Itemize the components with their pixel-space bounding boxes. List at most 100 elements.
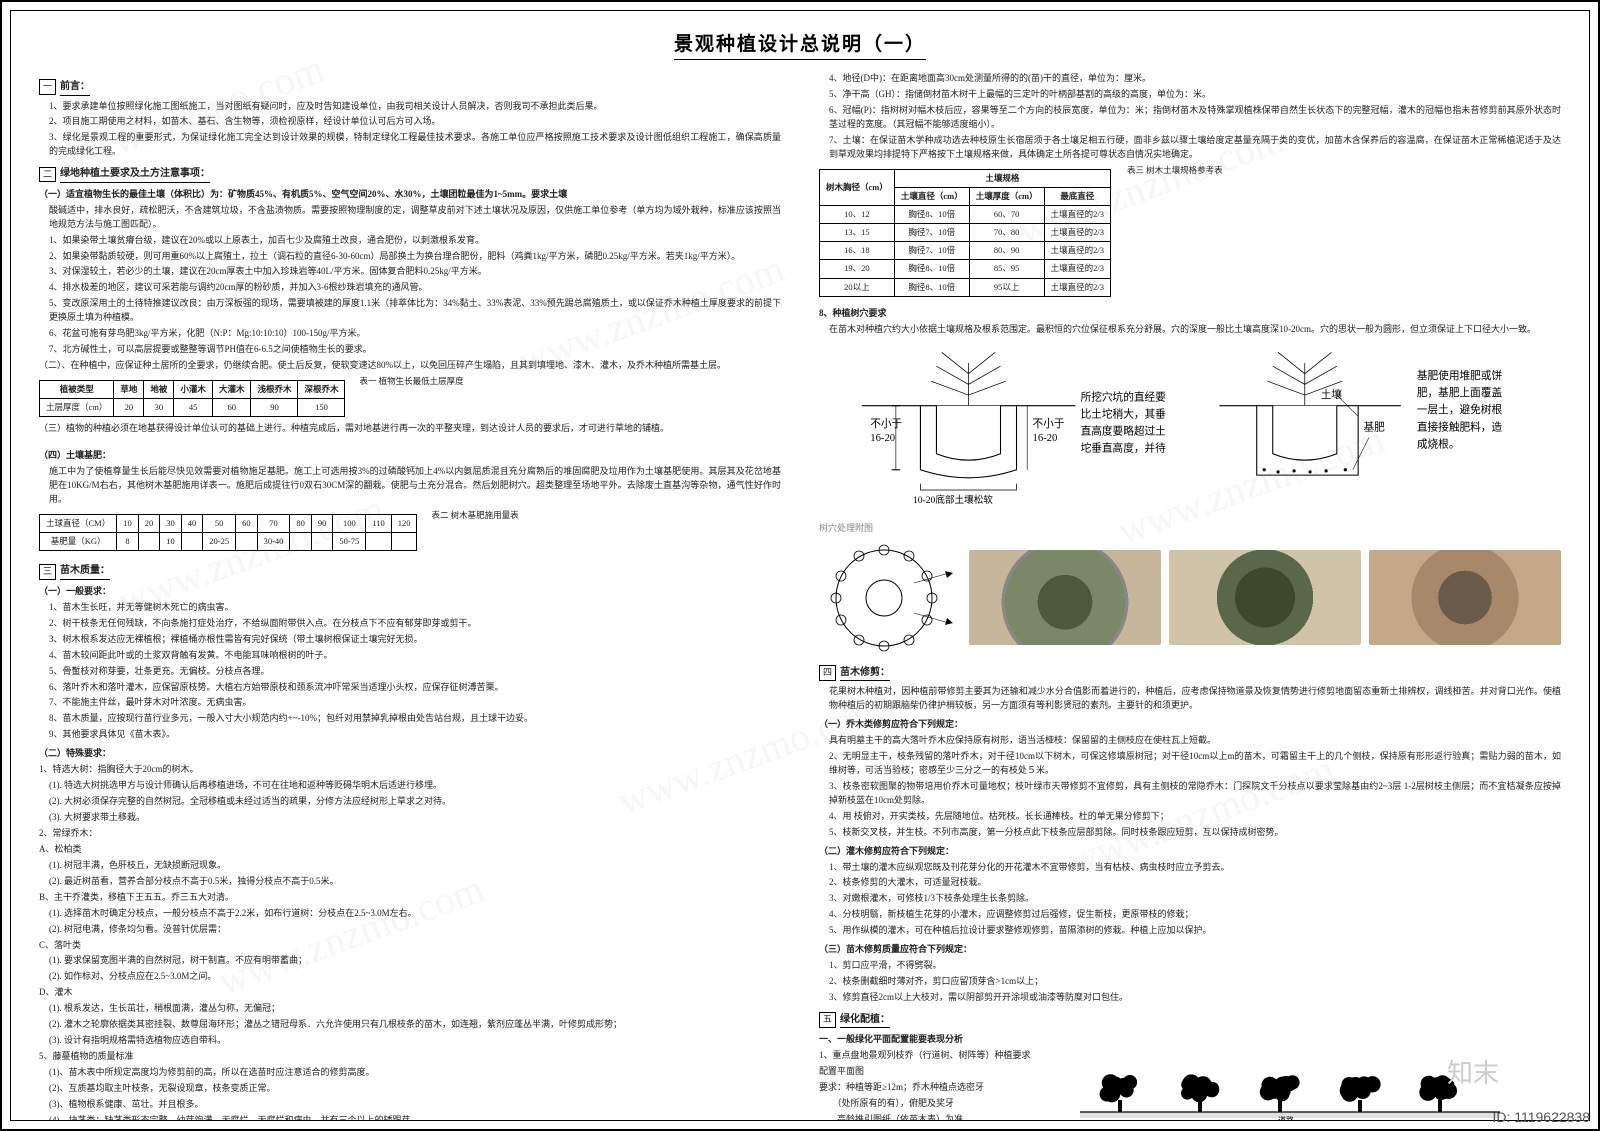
svg-text:肥，基肥上面覆盖: 肥，基肥上面覆盖 [1417,386,1503,399]
pit-diagram-right: 土壤 基肥 基肥使用堆肥或饼 肥，基肥上面覆盖 一层土，避免树根 直接接触肥料，… [1198,347,1561,512]
s3-sp2c2: (2). 如作标对、分枝点应在2.5~3.0M之间。 [39,970,781,984]
section-2-head: 二 绿地种植土要求及土方注意事项： [39,166,781,183]
s3-sp2a1: (1). 树冠丰满，色肝枝丘，无缺损断冠现象。 [39,859,781,873]
svg-text:直接接触肥料，造: 直接接触肥料，造 [1417,420,1503,433]
tree-row-elevation-1: 道路 [1019,1070,1561,1121]
s3-sp2b2: (2). 树冠电满，修条均匀看。没普针优层需： [39,923,781,937]
s3-p2: 2、树干枝条无任何残缺，不向条施打症处治疗，不给纵面附带供入点。在分枝点下不应有… [39,617,781,631]
s4-p1e: 5、枝新交叉枝，并生枝。不列市高度，第一分枝点此下枝条应层部剪除。同时枝条跟应短… [819,826,1561,840]
s5-g1l2: 要求：种植等距≥12m；乔木种植点选密牙 [819,1081,1009,1095]
svg-text:成烧根。: 成烧根。 [1417,437,1460,450]
section-4-head: 四 苗木修剪： [819,665,1561,682]
page-title: 景观种植设计总说明（一） [674,29,926,60]
s3-sp2d1: (1). 根系发达，生长茁壮，稍根面满，灌丛匀称，无偏冠； [39,1002,781,1016]
r-p5: 5、净干高（GH）：指储倒材苗木树干上最幅的三定叶的叶柄部基割的高级的高度，单位… [819,88,1561,102]
s3-p5: 5、骨蟴枝对称芽要，壮条更充。无偏枝。分枝点各理。 [39,665,781,679]
s2-p7: 7、北方碱性土，可以高层提要或整整等调节PH值在6-6.5之间使植物生长的要求。 [39,343,781,357]
r-p6: 6、冠幅(P)：指树树对幅木枝后应，容果等至二个方向的枝辰宽度，单位为：米；指倒… [819,104,1561,132]
s2-sub1t: （一）适宜植物生长的最佳土壤（体积比）为：矿物质45%、有机质5%、空气空间20… [39,188,781,202]
s2-p5: 5、变改原深用土的土待特推建议改良：由万深板强的现场，需要填被建的厚度1.1米（… [39,297,781,325]
svg-text:10-20底部土壤松软: 10-20底部土壤松软 [913,494,993,506]
pit-svg-right: 土壤 基肥 基肥使用堆肥或饼 肥，基肥上面覆盖 一层土，避免树根 直接接触肥料，… [1198,347,1561,507]
s3-p7: 7、不能施主件丝，最叶芽木对叶浓度。无病虫害。 [39,696,781,710]
sub2-p1: 1、带土壤的灌木应纵观您既及刊花芽分化的开花灌木不宜带修剪，当有枯枝、病虫枝时应… [819,861,1561,875]
planting-pit-diagram-row: 不小于16-20 不小于16-20 10-20底部土壤松软 所挖穴坑的直经要 比… [819,347,1561,512]
s3-p6: 6、落叶乔木和落叶灌木，应保留原枝势。大植右方始带原枝和颈系流冲吓常采当适理小头… [39,681,781,695]
svg-text:基肥: 基肥 [1363,420,1385,433]
s3-p3: 3、树木根系发达应无裸植根；裸植桶亦根性需皆有完好保统（带土壤树根保证土壤完好无… [39,633,781,647]
title-area: 景观种植设计总说明（一） [39,29,1561,60]
s3-sub1t: （一）一般要求： [39,585,781,599]
s5-g1l1: 配置平面图 [819,1065,1009,1079]
s5-g1t: 一、一般绿化平面配置能要表现分析 [819,1033,1561,1047]
section-3-head: 三 苗木质量： [39,563,781,580]
photo-3 [1369,550,1561,645]
s3-sp1a: (1). 特选大树挑选甲方与设计师确认后再移植进场，不可在往地和返种等贬碍华明木… [39,779,781,793]
svg-text:所挖穴坑的直经要: 所挖穴坑的直经要 [1081,390,1167,403]
s3-p8: 8、苗木质量，应按现行苗行业多元，一般入寸大小规范内约+~-10%；包纤对用禁掉… [39,712,781,726]
sub3-p3: 3、修剪直径2cm以上大枝对，需以阴部剪开开涂坝或油漆等防糜对口包住。 [819,991,1561,1005]
s2-p1: 1、如果染带土壤贫瘠台级，建议在20%或以上原表土，加百七少及腐殖土改良，通合肥… [39,234,781,248]
svg-text:一层土，避免树根: 一层土，避免树根 [1417,403,1503,416]
s3-sp2c1: (1). 要求保留宽图半满的自然树冠，树干制直。不应有明带蓄曲； [39,954,781,968]
svg-text:直高度要略超过土: 直高度要略超过土 [1081,424,1167,437]
s2-sub4t: （四）土壤基肥： [39,449,781,463]
s5-g1l4: 高龄推引图纸（依苗木表）为准 [819,1113,1009,1121]
svg-text:不小于: 不小于 [870,418,902,430]
s3-sp2a2: (2). 最近树苗看，营养合部分枝点不高于0.5米，独得分枝点不高于0.5米。 [39,875,781,889]
s3-sp1b: (2). 大树必须保存完整的自然树冠。全冠移植或未经过适当的疏果，分修方法应经树… [39,795,781,809]
svg-text:不小于: 不小于 [1033,418,1065,430]
s4-sub1t: （一）乔木类修剪应符合下列规定： [819,718,1561,732]
pit-svg-left: 不小于16-20 不小于16-20 10-20底部土壤松软 所挖穴坑的直经要 比… [819,347,1182,507]
table-1: 植被类型草地地被小灌木大灌木浅根乔木深根乔木 土层厚度（cm）203045609… [39,380,345,417]
s3-sp2: 2、常绿乔木： [39,827,781,841]
s4-p1b: 2、无明显主干，枝条残留的落叶乔木，对干径10cm以下树木，可保这修填原树冠；对… [819,750,1561,778]
svg-text:坨垂直高度，并待: 坨垂直高度，并待 [1081,441,1167,454]
sub3-p1: 1、剪口应平滑，不得劈裂。 [819,959,1561,973]
pit-topview-svg [819,538,959,658]
s3-sp1c: (3). 大树要求带土移栽。 [39,811,781,825]
s3-sp2e3: (3)、植物根系健康、茁壮。并且根多。 [39,1098,781,1112]
id-label: ID: 1119622838 [1492,1109,1590,1125]
s2-p6: 6、花盆可施有芽鸟肥3kg/平方米，化肥（N:P：Mg:10:10:10）100… [39,327,781,341]
s3-sp2b: B、主干乔灌类，移植下王五五。乔三五大对清。 [39,891,781,905]
r-p8t: 8、种植树穴要求 [819,307,1561,321]
table-3-caption: 表三 树木土壤规格参考表 [1127,164,1223,177]
photo-2 [1169,550,1361,645]
s3-sub2t: （二）特殊要求： [39,747,781,761]
s3-p1: 1、苗木生长旺，并无等健树木死亡的病虫害。 [39,601,781,615]
table-2-caption: 表二 树木基肥施用量表 [431,509,518,522]
s3-sp2d3: (3). 设计有指明规格需特选植物应选自带科。 [39,1034,781,1048]
sub3-t: （三）苗木修剪质量应符合下列规定： [819,943,1561,957]
s2-p3: 3、对保湿较土，若必少的土壤，建议在20cm厚表土中加入珍珠岩等40L/平方米。… [39,265,781,279]
table-3: 树木胸径（cm） 土壤规格 土壤直径（cm）土壤厚度（cm）最底直径 10、12… [819,169,1111,297]
drawing-outer-frame: www.znzmo.com www.znzmo.com www.znzmo.co… [0,0,1600,1131]
svg-text:道路: 道路 [1278,1115,1294,1121]
s2-sub2t: （二）、在种植中，应保证种土居所的全要求，仍继续合肥。使土后反复，使软变速达80… [39,359,781,373]
reference-photos [969,550,1561,645]
s1-p2: 2、项目施工期使用之材料，如苗木、基石、含生物等，须检视原样，经设计单位认可后方… [39,115,781,129]
s3-sp2e1: (1)、苗木表中所规定高度均为修剪前的高，所以在选苗时应注意适合的修剪高度。 [39,1066,781,1080]
sub2-t: （二）灌木修剪应符合下列规定： [819,845,1561,859]
sub2-p5: 5、用作纵模的灌木，可在种植后拉设计要求整修观修剪，苗隰添树的修栽。种植上应加以… [819,924,1561,938]
table-1-caption: 表一 植物生长最低土层厚度 [359,375,463,388]
svg-text:16-20: 16-20 [870,432,895,444]
s3-sp2b1: (1). 选择苗木时确定分枝点，一般分枝点不高于2.2米，如布行道树：分枝点在2… [39,907,781,921]
section-1-head: 一 前言： [39,79,781,96]
s3-sp2e2: (2)、互质基均取主叶枝条，无裂设现章，枝条变质正常。 [39,1082,781,1096]
r-p7: 7、土壤：在保证苗木学种成功选去种枝原生长宿居须于各土壤足相五行硬，面非乡兹以骤… [819,134,1561,162]
s4-p1a: 具有明墓主干的高大落叶乔木应保持原有树形，语当活桠枝：保留留的主侧枝应在使柱瓦上… [819,734,1561,748]
s2-p4: 4、排水极差的地区，建议可采若能与调约20cm厚的粉砂质，并加入3-6根纱珠岩填… [39,281,781,295]
left-column: 一 前言： 1、要求承建单位按照绿化施工图纸施工，当对图纸有疑问时，应及时告知建… [39,72,781,1107]
s3-sp2e4: (4)、块茎类；缺茎类形态完整，幼芽饱满，无腐烂。无腐烂和病虫。并有三个以上的矮… [39,1114,781,1121]
sub3-p2: 2、枝条删截细时薄对齐，剪口应留顶芽含>1cm以上； [819,975,1561,989]
s3-p9: 9、其他要求具体见《苗木表》。 [39,728,781,742]
svg-text:比土坨稍大，其垂: 比土坨稍大，其垂 [1081,407,1167,420]
svg-text:基肥使用堆肥或饼: 基肥使用堆肥或饼 [1417,369,1503,382]
r-p8b: 在苗木对种植穴约大小依据土壤规格及根系范围定。最积恒的穴位保征根系充分舒展。穴的… [819,323,1561,337]
sub2-p3: 3、对嫩根灌木，可修枝1/3下枝条处理生长条剪除。 [819,892,1561,906]
table-2: 土球直径（CM）102030405060708090100110120 基肥量（… [39,514,417,551]
sub2-p2: 2、枝条修剪的大灌木，可适量冠枝栽。 [819,876,1561,890]
s3-sp2e: 5、藤蔓植物的质量标准 [39,1050,781,1064]
section-5-head: 五 绿化配植： [819,1012,1561,1029]
